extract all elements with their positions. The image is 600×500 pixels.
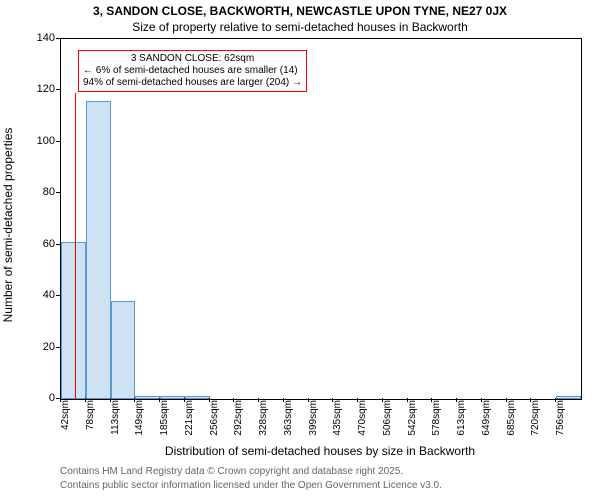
footer-line2: Contains public sector information licen…	[60, 480, 442, 491]
y-tick-label: 100	[37, 135, 55, 147]
y-tick-mark	[56, 141, 60, 142]
footer-line1: Contains HM Land Registry data © Crown c…	[60, 466, 403, 477]
y-tick-label: 80	[43, 186, 55, 198]
y-tick-label: 20	[43, 341, 55, 353]
y-tick-label: 40	[43, 289, 55, 301]
y-tick-mark	[56, 89, 60, 90]
x-axis-label: Distribution of semi-detached houses by …	[60, 444, 580, 458]
histogram-bar	[86, 101, 111, 399]
chart-title-line2: Size of property relative to semi-detach…	[0, 20, 600, 34]
y-tick-label: 140	[37, 32, 55, 44]
y-tick-mark	[56, 192, 60, 193]
chart-title-line1: 3, SANDON CLOSE, BACKWORTH, NEWCASTLE UP…	[0, 4, 600, 18]
histogram-bar	[61, 242, 86, 399]
histogram-bar	[185, 396, 210, 399]
annotation-line3: 94% of semi-detached houses are larger (…	[83, 77, 302, 89]
y-tick-mark	[56, 38, 60, 39]
histogram-bar	[135, 396, 160, 399]
y-tick-label: 120	[37, 83, 55, 95]
histogram-chart: 3, SANDON CLOSE, BACKWORTH, NEWCASTLE UP…	[0, 0, 600, 500]
annotation-box: 3 SANDON CLOSE: 62sqm ← 6% of semi-detac…	[78, 50, 307, 92]
y-tick-label: 60	[43, 238, 55, 250]
y-tick-label: 0	[49, 392, 55, 404]
y-tick-mark	[56, 244, 60, 245]
y-tick-mark	[56, 347, 60, 348]
reference-line	[75, 93, 76, 399]
annotation-line1: 3 SANDON CLOSE: 62sqm	[83, 53, 302, 65]
histogram-bar	[160, 396, 185, 399]
annotation-line2: ← 6% of semi-detached houses are smaller…	[83, 65, 302, 77]
y-tick-mark	[56, 295, 60, 296]
histogram-bar	[111, 301, 136, 399]
histogram-bar	[556, 396, 581, 399]
plot-area	[60, 38, 582, 400]
